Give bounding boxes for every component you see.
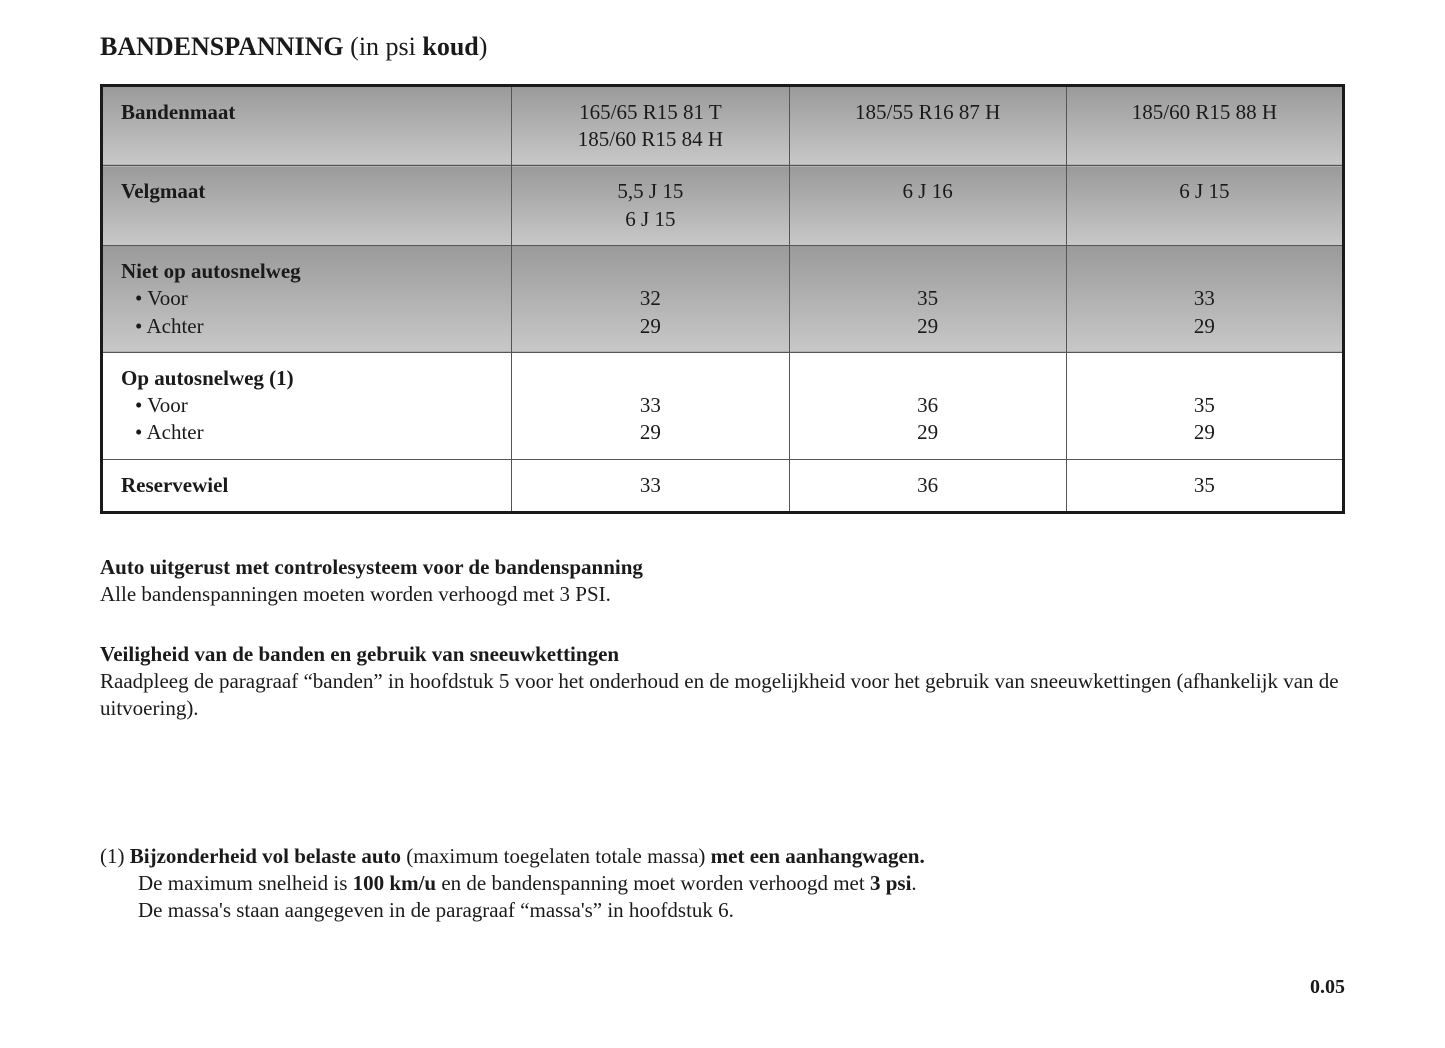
row-label: Niet op autosnelwegVoorAchter — [102, 245, 512, 352]
section-safety: Veiligheid van de banden en gebruik van … — [100, 641, 1345, 723]
table-row: Niet op autosnelwegVoorAchter 3229 3529 … — [102, 245, 1344, 352]
footnote-line2-a: De maximum snelheid is — [138, 871, 353, 895]
data-cell: 185/55 R16 87 H — [789, 85, 1066, 166]
page-title: BANDENSPANNING (in psi koud) — [100, 30, 1345, 64]
footnote-line2-c: en de bandenspanning moet worden verhoog… — [436, 871, 870, 895]
footnote-line2-d: 3 psi — [870, 871, 911, 895]
title-suffix-close: ) — [479, 32, 488, 61]
data-cell: 36 — [789, 459, 1066, 512]
footnote-line1-post: met een aanhangwagen. — [711, 844, 925, 868]
data-cell: 33 — [512, 459, 789, 512]
row-label: Bandenmaat — [102, 85, 512, 166]
data-cell: 3529 — [789, 245, 1066, 352]
data-cell: 5,5 J 156 J 15 — [512, 166, 789, 246]
row-label: Op autosnelweg (1)VoorAchter — [102, 352, 512, 459]
data-cell: 3329 — [512, 352, 789, 459]
data-cell: 6 J 16 — [789, 166, 1066, 246]
page-number: 0.05 — [100, 974, 1345, 1000]
section-tpms-heading: Auto uitgerust met controlesysteem voor … — [100, 554, 1345, 581]
tire-pressure-table: Bandenmaat165/65 R15 81 T185/60 R15 84 H… — [100, 84, 1345, 514]
data-cell: 35 — [1066, 459, 1343, 512]
data-cell: 185/60 R15 88 H — [1066, 85, 1343, 166]
data-cell: 3629 — [789, 352, 1066, 459]
footnote-line1-pre: Bijzonderheid vol belaste auto — [130, 844, 401, 868]
section-tpms: Auto uitgerust met controlesysteem voor … — [100, 554, 1345, 609]
section-safety-body: Raadpleeg de paragraaf “banden” in hoofd… — [100, 668, 1345, 723]
footnote-line2-e: . — [911, 871, 916, 895]
title-suffix-bold: koud — [422, 32, 478, 61]
table-row: Op autosnelweg (1)VoorAchter 3329 3629 3… — [102, 352, 1344, 459]
data-cell: 3529 — [1066, 352, 1343, 459]
footnote-line3: De massa's staan aangegeven in de paragr… — [100, 897, 1345, 924]
footnote-marker: (1) — [100, 844, 125, 868]
data-cell: 3229 — [512, 245, 789, 352]
data-cell: 3329 — [1066, 245, 1343, 352]
table-row: Reservewiel333635 — [102, 459, 1344, 512]
title-main: BANDENSPANNING — [100, 32, 344, 61]
footnote: (1) Bijzonderheid vol belaste auto (maxi… — [100, 843, 1345, 925]
title-suffix-open: (in psi — [344, 32, 423, 61]
data-cell: 6 J 15 — [1066, 166, 1343, 246]
section-safety-heading: Veiligheid van de banden en gebruik van … — [100, 641, 1345, 668]
table-row: Velgmaat5,5 J 156 J 156 J 166 J 15 — [102, 166, 1344, 246]
table-row: Bandenmaat165/65 R15 81 T185/60 R15 84 H… — [102, 85, 1344, 166]
footnote-line2-b: 100 km/u — [353, 871, 436, 895]
section-tpms-body: Alle bandenspanningen moeten worden verh… — [100, 581, 1345, 608]
row-label: Reservewiel — [102, 459, 512, 512]
data-cell: 165/65 R15 81 T185/60 R15 84 H — [512, 85, 789, 166]
footnote-line1-mid: (maximum toegelaten totale massa) — [401, 844, 711, 868]
row-label: Velgmaat — [102, 166, 512, 246]
